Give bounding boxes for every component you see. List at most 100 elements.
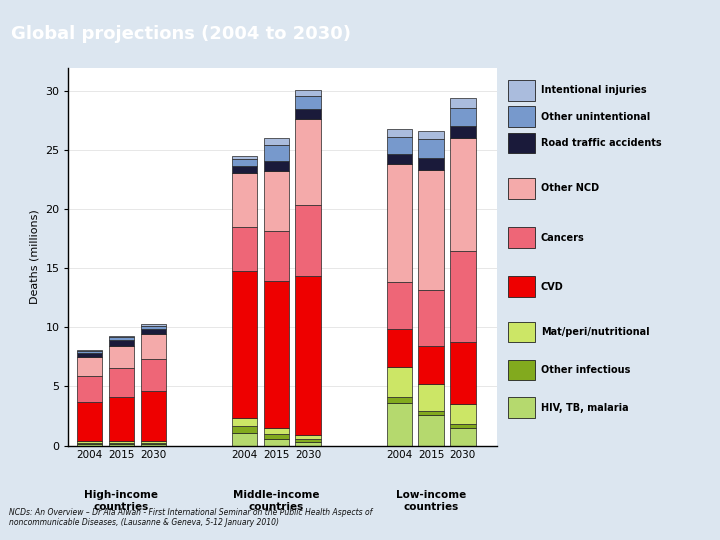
Bar	[295, 119, 321, 205]
Text: Road traffic accidents: Road traffic accidents	[541, 138, 662, 148]
Text: HIV, TB, malaria: HIV, TB, malaria	[541, 403, 629, 413]
Bar	[264, 138, 289, 145]
Bar	[140, 443, 166, 444]
Bar	[450, 98, 476, 107]
Bar	[264, 281, 289, 428]
Bar	[232, 227, 257, 271]
Text: Low-income
countries: Low-income countries	[396, 490, 466, 512]
Bar	[109, 346, 134, 368]
FancyBboxPatch shape	[508, 106, 535, 127]
Text: Cancers: Cancers	[541, 233, 585, 242]
Bar	[109, 443, 134, 444]
Bar	[450, 403, 476, 424]
Bar	[140, 326, 166, 328]
Text: Intentional injuries: Intentional injuries	[541, 85, 647, 95]
Bar	[450, 138, 476, 251]
Bar	[387, 403, 412, 445]
Bar	[295, 109, 321, 119]
Text: CVD: CVD	[541, 282, 564, 292]
FancyBboxPatch shape	[508, 322, 535, 342]
Bar	[232, 418, 257, 426]
Bar	[77, 402, 102, 441]
Y-axis label: Deaths (millions): Deaths (millions)	[30, 209, 40, 304]
Bar	[109, 368, 134, 397]
Bar	[387, 154, 412, 164]
Bar	[295, 442, 321, 446]
Bar	[387, 329, 412, 367]
FancyBboxPatch shape	[508, 178, 535, 199]
Bar	[387, 137, 412, 154]
Bar	[418, 131, 444, 139]
Bar	[418, 415, 444, 445]
Bar	[418, 139, 444, 158]
FancyBboxPatch shape	[508, 360, 535, 380]
FancyBboxPatch shape	[508, 227, 535, 248]
Text: Other unintentional: Other unintentional	[541, 112, 650, 122]
Bar	[295, 276, 321, 435]
FancyBboxPatch shape	[508, 133, 535, 153]
Bar	[77, 441, 102, 443]
Bar	[264, 145, 289, 161]
Bar	[232, 156, 257, 159]
Bar	[450, 342, 476, 403]
Bar	[264, 231, 289, 281]
Bar	[264, 161, 289, 172]
Bar	[418, 170, 444, 289]
Bar	[109, 336, 134, 338]
Bar	[264, 172, 289, 231]
Bar	[232, 159, 257, 166]
Bar	[140, 328, 166, 334]
Bar	[140, 334, 166, 359]
Bar	[232, 426, 257, 433]
Bar	[295, 96, 321, 109]
Bar	[264, 439, 289, 446]
Text: NCDs: An Overview – Dr Ala Alwan - First International Seminar on the Public Hea: NCDs: An Overview – Dr Ala Alwan - First…	[9, 508, 372, 528]
Text: Other NCD: Other NCD	[541, 184, 599, 193]
Text: Middle-income
countries: Middle-income countries	[233, 490, 320, 512]
Bar	[140, 441, 166, 443]
Bar	[418, 158, 444, 170]
Bar	[387, 282, 412, 329]
Bar	[232, 433, 257, 446]
FancyBboxPatch shape	[508, 80, 535, 100]
FancyBboxPatch shape	[508, 276, 535, 297]
Text: Mat/peri/nutritional: Mat/peri/nutritional	[541, 327, 649, 337]
Bar	[77, 443, 102, 444]
Bar	[418, 289, 444, 346]
Bar	[109, 340, 134, 346]
Bar	[264, 428, 289, 434]
Bar	[450, 428, 476, 445]
Bar	[77, 357, 102, 376]
Text: High-income
countries: High-income countries	[84, 490, 158, 512]
Bar	[77, 351, 102, 353]
Bar	[140, 325, 166, 326]
Bar	[77, 376, 102, 402]
Bar	[450, 126, 476, 138]
Bar	[418, 384, 444, 410]
Bar	[140, 359, 166, 391]
Bar	[387, 129, 412, 137]
Bar	[232, 166, 257, 173]
Bar	[418, 346, 444, 384]
Text: Other infectious: Other infectious	[541, 365, 630, 375]
Bar	[109, 338, 134, 340]
Bar	[77, 350, 102, 351]
Bar	[140, 391, 166, 441]
Bar	[295, 205, 321, 276]
Bar	[418, 410, 444, 415]
Bar	[140, 444, 166, 446]
Bar	[109, 397, 134, 441]
Bar	[77, 353, 102, 357]
Bar	[295, 90, 321, 96]
Bar	[295, 435, 321, 439]
Bar	[450, 107, 476, 126]
Bar	[77, 444, 102, 446]
Bar	[387, 397, 412, 403]
Bar	[295, 439, 321, 442]
Bar	[450, 424, 476, 428]
Bar	[387, 164, 412, 282]
Bar	[450, 251, 476, 342]
Text: Global projections (2004 to 2030): Global projections (2004 to 2030)	[11, 25, 351, 43]
Bar	[232, 173, 257, 227]
FancyBboxPatch shape	[508, 397, 535, 418]
